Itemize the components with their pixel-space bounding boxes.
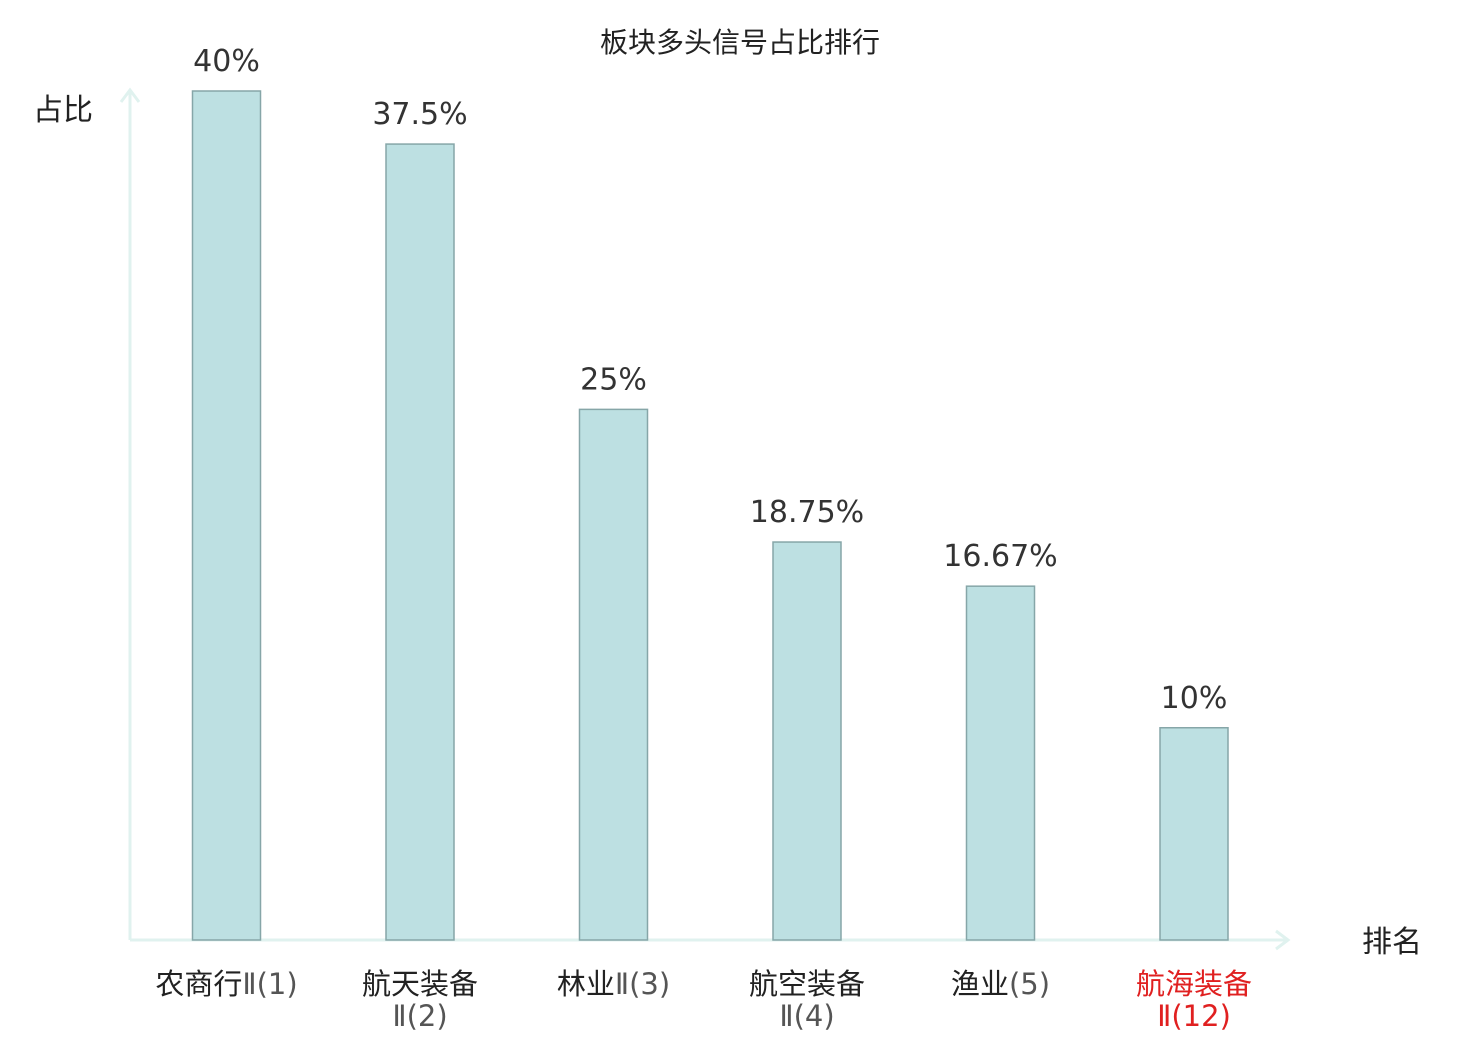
bars-group: [191, 90, 1229, 941]
bar[interactable]: [965, 585, 1036, 941]
x-axis-title: 排名: [1362, 925, 1422, 960]
category-label-suffix: (5): [1009, 967, 1050, 1001]
bar-value-label: 10%: [1161, 681, 1228, 716]
category-label: 农商行Ⅱ(1): [155, 967, 297, 1001]
bar-value-label: 16.67%: [943, 539, 1057, 574]
category-label-name: 农商行: [155, 967, 242, 1001]
bar[interactable]: [772, 541, 842, 941]
category-label: 航空装备: [749, 967, 865, 1001]
category-label-suffix: Ⅱ(4): [779, 999, 834, 1033]
bar[interactable]: [1159, 727, 1229, 941]
category-label-name: 林业: [557, 967, 615, 1001]
category-label: 航海装备: [1136, 967, 1252, 1001]
category-label-suffix: Ⅱ(12): [1157, 999, 1231, 1033]
chart-title: 板块多头信号占比排行: [600, 26, 880, 59]
value-labels-group: 40% 37.5% 25% 18.75% 16.67% 10%: [193, 44, 1227, 716]
category-label: 林业Ⅱ(3): [557, 967, 670, 1001]
bar[interactable]: [578, 408, 649, 941]
category-label-name: 渔业: [951, 967, 1009, 1001]
bar-value-label: 37.5%: [372, 97, 467, 132]
x-axis-arrow-icon: [1275, 929, 1291, 951]
category-label-suffix: Ⅱ(2): [392, 999, 447, 1033]
axes: [119, 87, 1291, 951]
category-label-suffix: Ⅱ(3): [615, 967, 670, 1001]
bar-value-label: 25%: [580, 362, 647, 397]
y-axis-arrow-icon: [119, 87, 141, 103]
bar-value-label: 18.75%: [750, 495, 864, 530]
category-label: 渔业(5): [951, 967, 1050, 1001]
bar[interactable]: [191, 90, 262, 941]
bar[interactable]: [385, 143, 455, 941]
category-label-suffix: Ⅱ(1): [242, 967, 297, 1001]
category-label: 航天装备: [362, 967, 478, 1001]
bar-value-label: 40%: [193, 44, 260, 79]
y-axis-title: 占比: [33, 93, 93, 128]
